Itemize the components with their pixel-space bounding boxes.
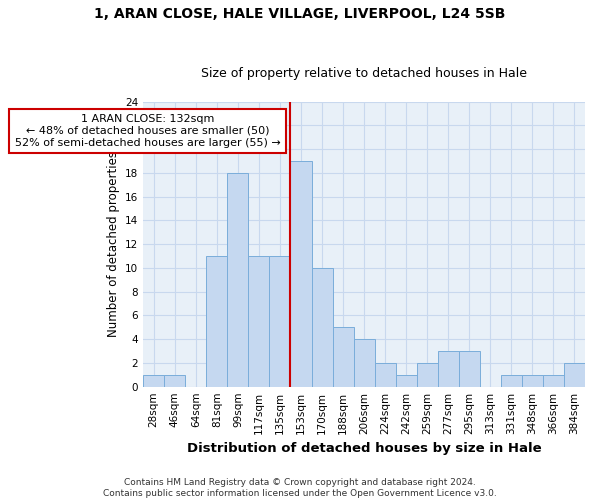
Bar [206, 256, 227, 386]
Bar [459, 351, 480, 386]
Bar [438, 351, 459, 386]
Y-axis label: Number of detached properties: Number of detached properties [107, 151, 119, 337]
Bar [501, 375, 522, 386]
Bar [164, 375, 185, 386]
Bar [269, 256, 290, 386]
Bar [353, 339, 374, 386]
Bar [522, 375, 543, 386]
Text: 1, ARAN CLOSE, HALE VILLAGE, LIVERPOOL, L24 5SB: 1, ARAN CLOSE, HALE VILLAGE, LIVERPOOL, … [94, 8, 506, 22]
Bar [374, 363, 395, 386]
Bar [417, 363, 438, 386]
Bar [564, 363, 585, 386]
Bar [311, 268, 332, 386]
Bar [227, 173, 248, 386]
Bar [395, 375, 417, 386]
Bar [248, 256, 269, 386]
Bar [290, 161, 311, 386]
X-axis label: Distribution of detached houses by size in Hale: Distribution of detached houses by size … [187, 442, 541, 455]
Text: Contains HM Land Registry data © Crown copyright and database right 2024.
Contai: Contains HM Land Registry data © Crown c… [103, 478, 497, 498]
Bar [332, 328, 353, 386]
Bar [543, 375, 564, 386]
Text: 1 ARAN CLOSE: 132sqm
← 48% of detached houses are smaller (50)
52% of semi-detac: 1 ARAN CLOSE: 132sqm ← 48% of detached h… [15, 114, 281, 148]
Title: Size of property relative to detached houses in Hale: Size of property relative to detached ho… [201, 66, 527, 80]
Bar [143, 375, 164, 386]
